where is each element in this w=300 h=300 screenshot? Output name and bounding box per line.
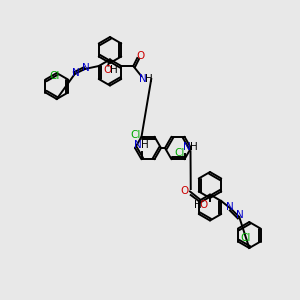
Text: Cl: Cl bbox=[50, 71, 60, 81]
Text: H: H bbox=[190, 142, 197, 152]
Text: H: H bbox=[110, 64, 118, 74]
Text: H: H bbox=[194, 200, 202, 209]
Text: Cl: Cl bbox=[130, 130, 141, 140]
Text: N: N bbox=[134, 140, 141, 150]
Text: N: N bbox=[226, 202, 234, 212]
Text: O: O bbox=[104, 64, 112, 74]
Text: Cl: Cl bbox=[174, 148, 185, 158]
Text: N: N bbox=[236, 210, 244, 220]
Text: O: O bbox=[136, 51, 144, 61]
Text: H: H bbox=[141, 140, 148, 150]
Text: N: N bbox=[72, 68, 80, 78]
Text: N: N bbox=[140, 74, 147, 84]
Text: O: O bbox=[200, 200, 208, 209]
Text: N: N bbox=[183, 142, 190, 152]
Text: O: O bbox=[181, 186, 189, 196]
Text: H: H bbox=[146, 74, 153, 84]
Text: Cl: Cl bbox=[241, 232, 251, 242]
Text: N: N bbox=[82, 63, 90, 73]
